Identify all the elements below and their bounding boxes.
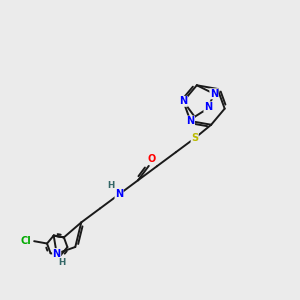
Text: O: O: [147, 154, 156, 164]
Text: H: H: [58, 258, 66, 267]
Text: N: N: [210, 89, 218, 99]
Text: N: N: [204, 102, 212, 112]
Text: N: N: [179, 96, 188, 106]
Text: Cl: Cl: [21, 236, 32, 245]
Text: S: S: [191, 133, 198, 143]
Text: N: N: [52, 249, 61, 259]
Text: N: N: [186, 116, 195, 126]
Text: N: N: [115, 189, 123, 199]
Text: H: H: [107, 182, 114, 190]
